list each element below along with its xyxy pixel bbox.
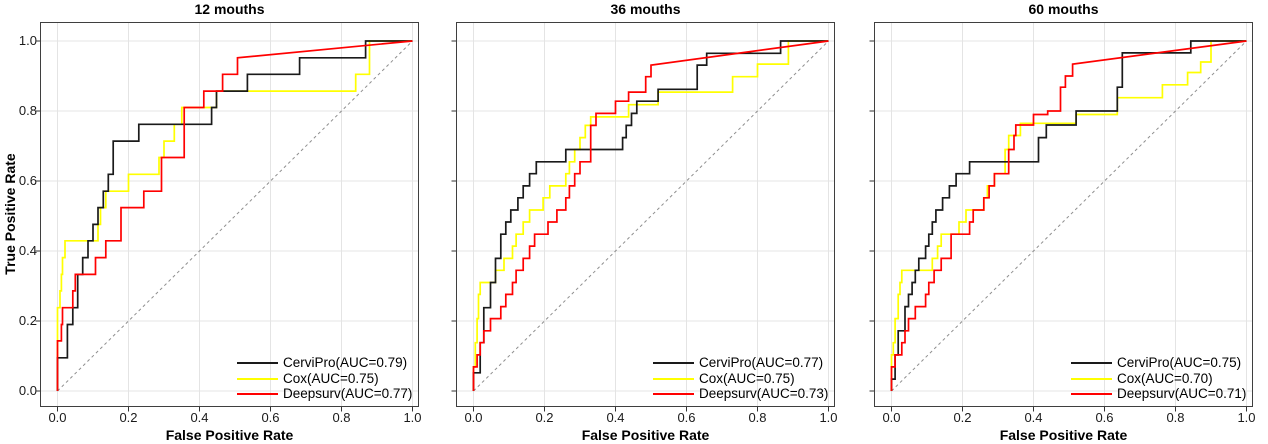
diagonal-reference-line — [473, 40, 829, 392]
y-tick-label: 0.4 — [18, 243, 37, 258]
panel-title: 12 mouths — [194, 1, 265, 17]
x-tick-label: 0.2 — [535, 410, 554, 425]
x-tick-label: 0.6 — [677, 410, 696, 425]
roc-curve-cervipro — [890, 40, 1247, 391]
x-tick-label: 0.8 — [748, 410, 767, 425]
panel-border — [40, 22, 419, 407]
diagonal-reference-line — [57, 40, 413, 392]
roc-panel-12-months: 12 mouths 0.0 0.2 0.4 0.6 0.8 1.0 False Positiv… — [35, 0, 422, 444]
panel-title: 60 mouths — [1028, 1, 1099, 17]
roc-curve-cox — [472, 40, 829, 391]
y-axis-label: True Positive Rate — [2, 153, 18, 275]
x-tick-label: 0.0 — [882, 410, 901, 425]
y-tick-label: 0.2 — [18, 313, 37, 328]
roc-panel-60-months: 60 mouths 0.0 0.2 0.4 0.6 0.8 1.0 False Positiv… — [869, 0, 1256, 444]
roc-plot — [451, 22, 835, 412]
x-tick-label: 1.0 — [1237, 410, 1256, 425]
x-tick-label: 0.2 — [119, 410, 138, 425]
x-axis-label: False Positive Rate — [165, 427, 294, 443]
panel-title: 36 mouths — [610, 1, 681, 17]
x-tick-label: 0.6 — [261, 410, 280, 425]
x-tick-label: 1.0 — [819, 410, 838, 425]
x-tick-label: 0.0 — [48, 410, 67, 425]
roc-curve-cervipro — [472, 40, 829, 391]
roc-curve-deepsurv — [472, 40, 829, 391]
roc-curve-deepsurv — [890, 40, 1247, 391]
roc-plot — [35, 22, 419, 412]
y-tick-label: 0.0 — [18, 383, 37, 398]
y-tick-label: 0.6 — [18, 173, 37, 188]
panel-border — [456, 22, 835, 407]
panel-border — [874, 22, 1253, 407]
roc-curve-cervipro — [56, 40, 413, 391]
x-tick-label: 0.0 — [464, 410, 483, 425]
y-tick-label: 1.0 — [18, 33, 37, 48]
x-tick-label: 1.0 — [403, 410, 422, 425]
x-tick-label: 0.8 — [1166, 410, 1185, 425]
roc-panel-36-months: 36 mouths 0.0 0.2 0.4 0.6 0.8 1.0 False Positiv… — [451, 0, 838, 444]
roc-plot — [869, 22, 1253, 412]
x-axis-label: False Positive Rate — [581, 427, 710, 443]
roc-curve-deepsurv — [56, 40, 413, 391]
diagonal-reference-line — [891, 40, 1247, 392]
x-tick-label: 0.8 — [332, 410, 351, 425]
x-tick-label: 0.2 — [953, 410, 972, 425]
x-axis-label: False Positive Rate — [999, 427, 1128, 443]
x-tick-label: 0.4 — [606, 410, 625, 425]
x-tick-label: 0.4 — [1024, 410, 1043, 425]
x-tick-label: 0.6 — [1095, 410, 1114, 425]
x-tick-label: 0.4 — [190, 410, 209, 425]
y-tick-label: 0.8 — [18, 103, 37, 118]
